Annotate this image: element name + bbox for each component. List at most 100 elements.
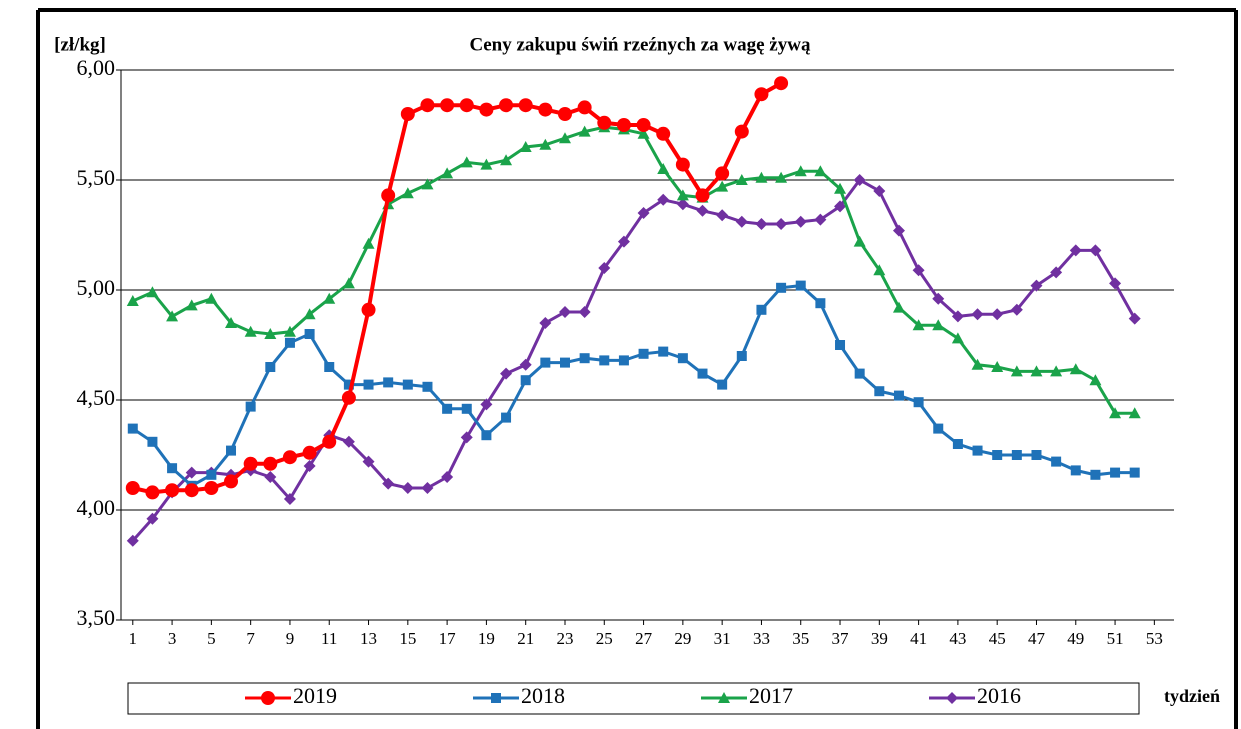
marker bbox=[303, 308, 316, 320]
x-tick-label: 7 bbox=[246, 629, 255, 648]
marker bbox=[558, 132, 571, 144]
marker bbox=[636, 118, 651, 132]
marker bbox=[912, 264, 925, 277]
x-tick-label: 43 bbox=[949, 629, 966, 648]
marker bbox=[946, 692, 958, 704]
marker bbox=[283, 493, 296, 505]
marker bbox=[794, 165, 807, 177]
marker bbox=[559, 357, 570, 368]
marker bbox=[776, 282, 787, 293]
marker bbox=[1031, 450, 1042, 460]
marker bbox=[304, 329, 315, 339]
marker bbox=[499, 98, 514, 113]
series-line bbox=[131, 284, 1135, 488]
marker bbox=[146, 286, 159, 298]
marker bbox=[460, 431, 473, 444]
marker bbox=[126, 534, 139, 547]
marker bbox=[578, 125, 591, 137]
marker bbox=[618, 355, 629, 366]
marker bbox=[892, 301, 905, 313]
marker bbox=[442, 403, 453, 414]
marker bbox=[854, 368, 865, 379]
legend: 2019 2018 2017 2016 bbox=[245, 683, 1021, 708]
x-tick-label: 3 bbox=[168, 629, 177, 648]
marker bbox=[932, 292, 945, 305]
marker bbox=[500, 154, 513, 166]
marker bbox=[441, 471, 454, 483]
marker bbox=[1050, 365, 1063, 377]
x-tick-label: 13 bbox=[360, 629, 377, 648]
marker bbox=[185, 466, 198, 479]
series-line bbox=[132, 81, 783, 495]
marker bbox=[932, 319, 945, 331]
x-tick-label: 25 bbox=[596, 629, 613, 648]
marker bbox=[263, 456, 278, 471]
marker bbox=[225, 317, 238, 328]
marker bbox=[814, 213, 827, 226]
marker bbox=[1069, 244, 1082, 257]
marker bbox=[1010, 303, 1023, 316]
marker bbox=[695, 188, 710, 203]
marker bbox=[657, 163, 670, 174]
marker bbox=[264, 471, 277, 483]
marker bbox=[125, 481, 140, 495]
x-tick-label: 27 bbox=[635, 629, 653, 648]
marker bbox=[146, 512, 159, 525]
marker bbox=[557, 107, 572, 121]
marker bbox=[952, 439, 963, 449]
marker bbox=[342, 277, 355, 289]
marker bbox=[736, 351, 747, 361]
marker bbox=[1051, 456, 1062, 467]
marker bbox=[617, 235, 630, 248]
marker bbox=[184, 483, 199, 498]
marker bbox=[362, 237, 375, 249]
marker bbox=[756, 304, 767, 315]
marker bbox=[204, 481, 219, 495]
marker bbox=[874, 386, 885, 397]
series-line bbox=[132, 125, 1135, 415]
marker bbox=[1010, 365, 1023, 377]
marker bbox=[1030, 279, 1043, 292]
marker bbox=[342, 435, 355, 448]
marker bbox=[1069, 363, 1082, 375]
marker bbox=[362, 455, 375, 468]
marker bbox=[243, 456, 258, 471]
marker bbox=[539, 317, 552, 329]
marker bbox=[343, 379, 354, 390]
marker bbox=[147, 436, 158, 447]
x-tick-label: 45 bbox=[989, 629, 1006, 648]
grid: 3,504,004,505,005,506,001 3 5 7 9 11 13 15 17 19 2… bbox=[77, 55, 1174, 648]
marker bbox=[775, 218, 788, 230]
marker bbox=[166, 310, 179, 322]
marker bbox=[676, 189, 689, 201]
marker bbox=[145, 485, 160, 500]
marker bbox=[853, 235, 866, 247]
marker bbox=[1011, 450, 1022, 460]
marker bbox=[734, 124, 749, 139]
marker bbox=[716, 209, 729, 222]
marker bbox=[834, 182, 847, 194]
marker bbox=[303, 460, 316, 472]
marker bbox=[265, 362, 276, 372]
x-tick-label: 49 bbox=[1067, 629, 1084, 648]
marker bbox=[696, 204, 709, 217]
marker bbox=[480, 158, 493, 170]
marker bbox=[500, 367, 513, 380]
marker bbox=[519, 358, 532, 371]
marker bbox=[402, 379, 413, 390]
marker bbox=[244, 325, 257, 337]
y-tick-label: 5,00 bbox=[77, 275, 116, 300]
marker bbox=[167, 463, 178, 474]
marker bbox=[226, 445, 237, 456]
marker bbox=[460, 156, 473, 168]
x-tick-label: 23 bbox=[556, 629, 573, 648]
chart-title: Ceny zakupu świń rzeźnych za wagę żywą bbox=[470, 34, 811, 55]
marker bbox=[1110, 467, 1121, 478]
x-tick-label: 53 bbox=[1146, 629, 1163, 648]
marker bbox=[400, 107, 415, 121]
marker bbox=[1089, 374, 1102, 386]
x-tick-label: 33 bbox=[753, 629, 770, 648]
marker bbox=[1089, 244, 1102, 257]
x-tick-label: 39 bbox=[871, 629, 888, 648]
marker bbox=[479, 102, 494, 117]
